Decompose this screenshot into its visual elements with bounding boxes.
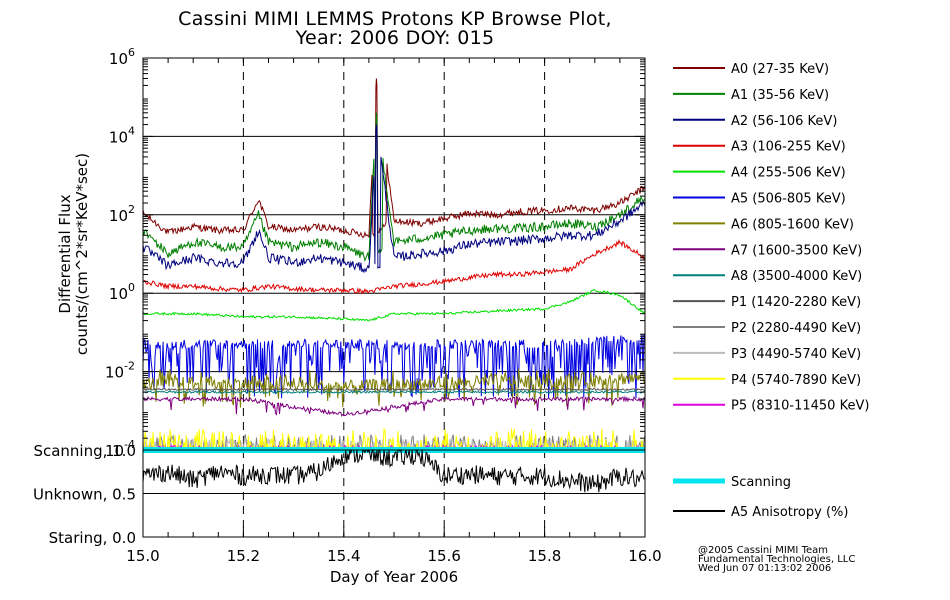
- series-line-a2: [142, 124, 646, 274]
- legend-label: P1 (1420-2280 KeV): [731, 295, 861, 310]
- credits-line-3: Wed Jun 07 01:13:02 2006: [698, 563, 832, 574]
- series-line-a3: [142, 238, 646, 295]
- legend-label: A2 (56-106 KeV): [731, 114, 837, 129]
- credits-line-1: @2005 Cassini MIMI Team: [698, 545, 828, 556]
- legend-label: A7 (1600-3500 KeV): [731, 243, 862, 258]
- legend-label: A5 (506-805 KeV): [731, 192, 846, 207]
- x-tick-label: 15.8: [528, 547, 561, 565]
- y-tick-label-state: Scanning, 1.0: [33, 442, 136, 460]
- x-tick-label: 15.2: [227, 547, 260, 565]
- legend-label: P5 (8310-11450 KeV): [731, 399, 869, 414]
- credits: @2005 Cassini MIMI Team Fundamental Tech…: [698, 545, 856, 574]
- x-tick-label: 16.0: [628, 547, 661, 565]
- series-line-a6: [142, 368, 646, 408]
- legend-label: A8 (3500-4000 KeV): [731, 269, 862, 284]
- credits-line-2: Fundamental Technologies, LLC: [698, 554, 856, 565]
- series-line-p1: [142, 387, 646, 392]
- series-line-a5-anisotropy: [142, 448, 646, 493]
- chart-title: Cassini MIMI LEMMS Protons KP Browse Plo…: [120, 10, 670, 48]
- y-axis-title-line-1: Differential Flux: [56, 194, 74, 313]
- legend-label: A4 (255-506 KeV): [731, 166, 846, 181]
- y-tick-label-state: Staring, 0.0: [49, 529, 136, 547]
- y-tick-label: 10-2: [105, 360, 135, 382]
- chart-title-line-2: Year: 2006 DOY: 015: [295, 27, 495, 49]
- y-tick-label: 106: [109, 46, 135, 68]
- legend-label: A0 (27-35 KeV): [731, 62, 829, 77]
- legend-label: A6 (805-1600 KeV): [731, 217, 854, 232]
- grid: [143, 58, 645, 537]
- data-lines: [142, 78, 646, 493]
- legend-label: Scanning: [731, 475, 791, 490]
- bottom-panel-frame: [142, 449, 646, 538]
- legend-label: A5 Anisotropy (%): [731, 505, 848, 520]
- series-line-a8: [142, 390, 646, 395]
- x-tick-label: 15.0: [126, 547, 159, 565]
- legend-label: P4 (5740-7890 KeV): [731, 373, 861, 388]
- series-line-a7: [142, 395, 646, 417]
- legend: A0 (27-35 KeV) A1 (35-56 KeV) A2 (56-106 K…: [673, 62, 869, 520]
- axes-frame: [142, 57, 646, 538]
- y-tick-label: 100: [109, 281, 135, 303]
- y-tick-label: 102: [109, 203, 135, 225]
- legend-label: A3 (106-255 KeV): [731, 140, 846, 155]
- x-axis-title: Day of Year 2006: [330, 568, 458, 586]
- legend-label: P3 (4490-5740 KeV): [731, 347, 861, 362]
- y-tick-label: 104: [109, 124, 135, 146]
- y-tick-label-state: Unknown, 0.5: [33, 486, 136, 504]
- x-tick-label: 15.4: [327, 547, 360, 565]
- x-tick-label: 15.6: [427, 547, 460, 565]
- series-line-a5: [142, 334, 646, 399]
- y-tick-label: 10-4: [105, 438, 135, 460]
- axis-labels: 10-4 10-2 100 102 104 106 Scanning, 1.0 Unknown…: [33, 46, 662, 586]
- chart-title-line-1: Cassini MIMI LEMMS Protons KP Browse Plo…: [178, 8, 612, 30]
- series-line-a1: [142, 112, 646, 262]
- series-line-a0: [142, 78, 646, 239]
- legend-label: A1 (35-56 KeV): [731, 88, 829, 103]
- y-axis-title-line-2: counts/(cm^2*sr*KeV*sec): [73, 153, 91, 355]
- legend-label: P2 (2280-4490 KeV): [731, 321, 861, 336]
- series-line-a4: [142, 288, 646, 322]
